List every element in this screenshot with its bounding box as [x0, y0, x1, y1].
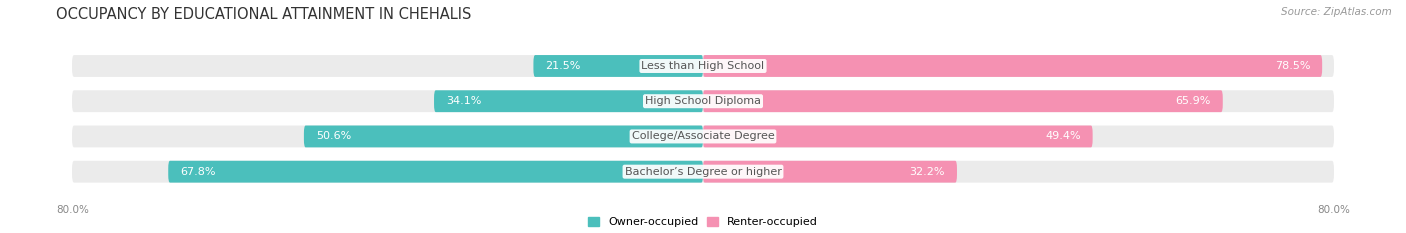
FancyBboxPatch shape	[703, 90, 1223, 112]
Text: 49.4%: 49.4%	[1045, 131, 1081, 141]
Text: Source: ZipAtlas.com: Source: ZipAtlas.com	[1281, 7, 1392, 17]
FancyBboxPatch shape	[72, 90, 1334, 112]
Text: 32.2%: 32.2%	[910, 167, 945, 177]
Legend: Owner-occupied, Renter-occupied: Owner-occupied, Renter-occupied	[588, 217, 818, 227]
FancyBboxPatch shape	[703, 55, 1322, 77]
Text: 67.8%: 67.8%	[180, 167, 215, 177]
FancyBboxPatch shape	[72, 55, 1334, 77]
Text: High School Diploma: High School Diploma	[645, 96, 761, 106]
Text: 78.5%: 78.5%	[1275, 61, 1310, 71]
FancyBboxPatch shape	[533, 55, 703, 77]
Text: 65.9%: 65.9%	[1175, 96, 1211, 106]
FancyBboxPatch shape	[169, 161, 703, 183]
Text: Less than High School: Less than High School	[641, 61, 765, 71]
Text: 50.6%: 50.6%	[316, 131, 352, 141]
Text: 34.1%: 34.1%	[446, 96, 481, 106]
FancyBboxPatch shape	[703, 126, 1092, 147]
FancyBboxPatch shape	[72, 126, 1334, 147]
FancyBboxPatch shape	[72, 161, 1334, 183]
Text: 21.5%: 21.5%	[546, 61, 581, 71]
FancyBboxPatch shape	[703, 161, 957, 183]
Text: OCCUPANCY BY EDUCATIONAL ATTAINMENT IN CHEHALIS: OCCUPANCY BY EDUCATIONAL ATTAINMENT IN C…	[56, 7, 471, 22]
FancyBboxPatch shape	[434, 90, 703, 112]
Text: Bachelor’s Degree or higher: Bachelor’s Degree or higher	[624, 167, 782, 177]
Text: 80.0%: 80.0%	[1317, 205, 1350, 215]
Text: College/Associate Degree: College/Associate Degree	[631, 131, 775, 141]
Text: 80.0%: 80.0%	[56, 205, 89, 215]
FancyBboxPatch shape	[304, 126, 703, 147]
